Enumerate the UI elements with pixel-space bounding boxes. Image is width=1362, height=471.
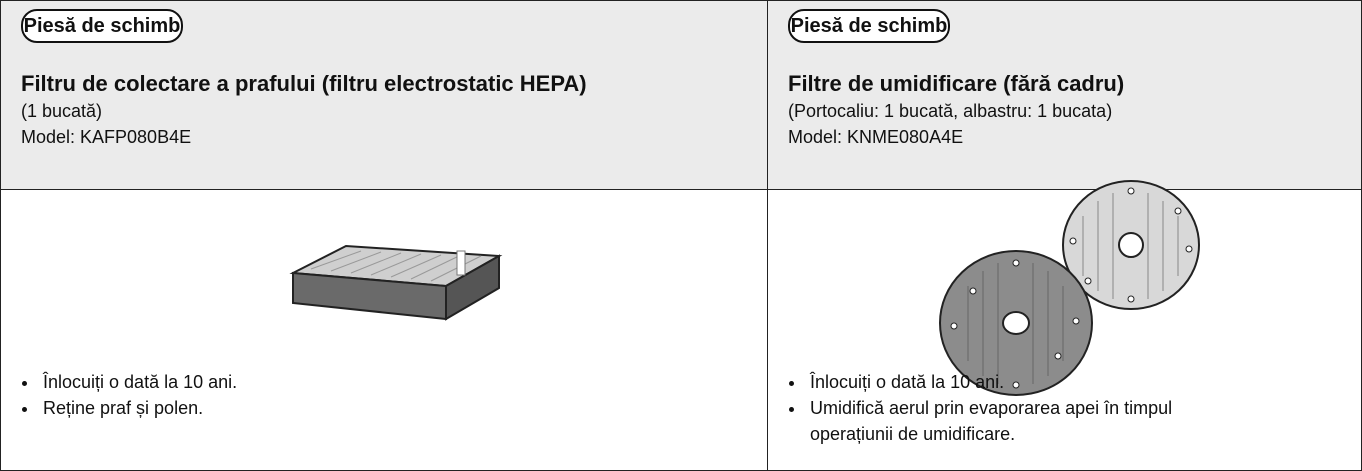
title: Filtru de colectare a prafului (filtru e… xyxy=(21,71,587,96)
filter-illustration xyxy=(289,244,503,321)
notes: Înlocuiți o dată la 10 ani. Umidifică ae… xyxy=(788,369,1246,447)
note: Reține praf și polen. xyxy=(39,395,479,421)
disc-illustration xyxy=(939,180,1200,396)
model: Model: KAFP080B4E xyxy=(21,127,192,147)
note: Înlocuiți o dată la 10 ani. xyxy=(39,369,479,395)
badge: Piesă de schimb xyxy=(21,9,183,43)
quantity: (Portocaliu: 1 bucată, albastru: 1 bucat… xyxy=(788,101,1113,121)
notes: Înlocuiți o dată la 10 ani. Reține praf … xyxy=(21,369,479,421)
note: Umidifică aerul prin evaporarea apei în … xyxy=(806,395,1246,447)
title: Filtre de umidificare (fără cadru) xyxy=(788,71,1125,96)
header: Piesă de schimb Filtre de umidificare (f… xyxy=(768,1,1361,190)
column: Piesă de schimb Filtre de umidificare (f… xyxy=(768,1,1361,470)
quantity: (1 bucată) xyxy=(21,101,103,121)
badge: Piesă de schimb xyxy=(788,9,950,43)
column: Piesă de schimb Filtru de colectare a pr… xyxy=(1,1,768,470)
note: Înlocuiți o dată la 10 ani. xyxy=(806,369,1246,395)
header: Piesă de schimb Filtru de colectare a pr… xyxy=(1,1,767,190)
model: Model: KNME080A4E xyxy=(788,127,964,147)
